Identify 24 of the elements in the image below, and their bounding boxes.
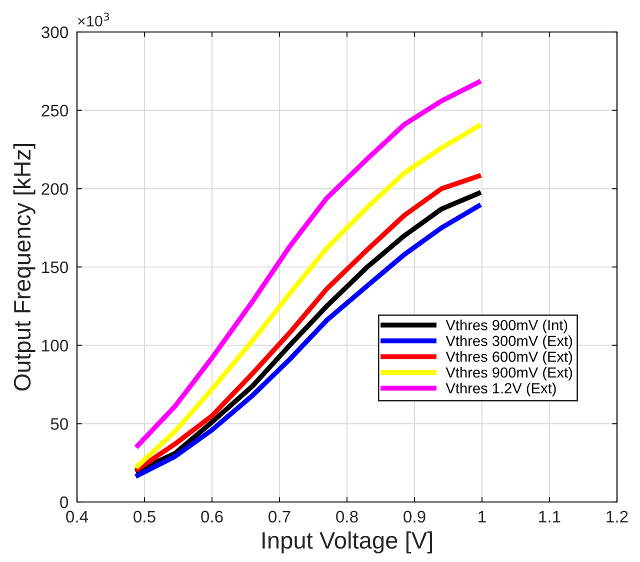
x-tick-label: 1.1 [539, 510, 560, 522]
x-axis-title: Input Voltage [V] [262, 531, 432, 554]
legend-label: Vthres 600mV (Ext) [446, 351, 572, 365]
text: ×10$^{3}$ [78, 12, 110, 27]
y-tick-label: 100 [42, 340, 68, 352]
x-tick-label: 0.7 [268, 510, 290, 523]
x-tick-label: 1 [478, 510, 486, 522]
x-tick-label: 0.9 [404, 510, 426, 523]
x-tick-label: 0.4 [66, 510, 88, 523]
x-tick-label: 0.5 [134, 510, 156, 523]
y-axis-title: Output Frequency [kHz] [13, 144, 36, 391]
x-tick-label: 0.6 [201, 510, 223, 523]
y-tick-label: 50 [50, 418, 68, 430]
legend-label: Vthres 1.2V (Ext) [446, 382, 556, 396]
legend-label: Vthres 900mV (Int) [446, 320, 568, 334]
legend-label: Vthres 300mV (Ext) [446, 335, 572, 349]
x-tick-label: 0.8 [336, 510, 358, 523]
x-tick-label: 1.2 [606, 510, 628, 522]
y-tick-label: 250 [42, 104, 68, 117]
y-tick-label: 150 [42, 261, 68, 274]
y-tick-label: 0 [60, 496, 68, 508]
y-tick-label: 200 [42, 183, 68, 195]
legend-label: Vthres 900mV (Ext) [446, 366, 572, 381]
y-tick-label: 300 [41, 26, 68, 38]
